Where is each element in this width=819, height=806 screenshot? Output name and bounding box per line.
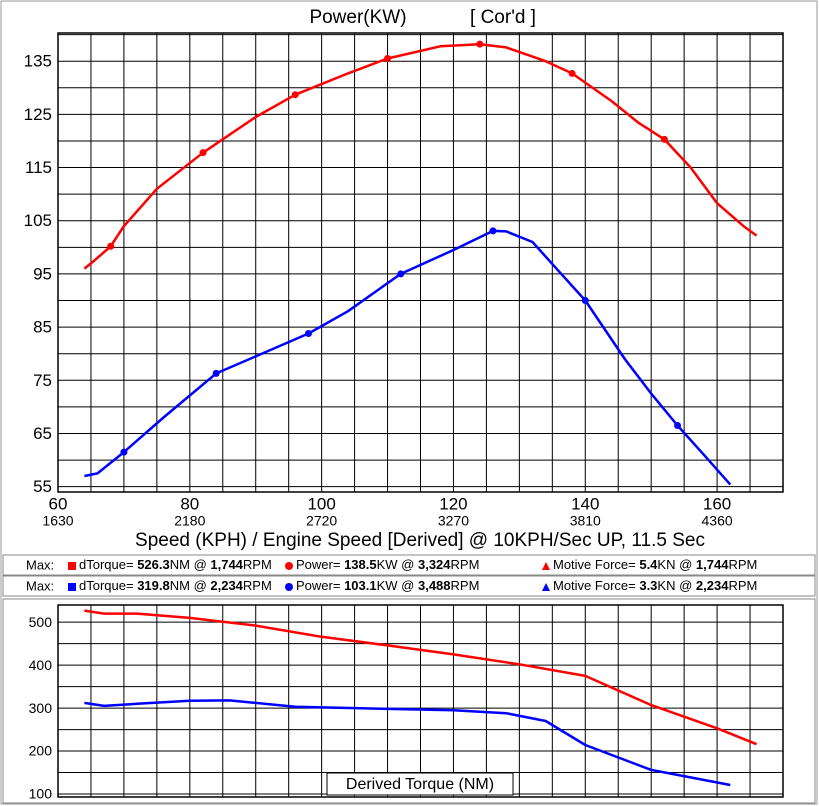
series-marker (120, 448, 128, 456)
y-tick-label: 85 (33, 318, 52, 337)
legend-part: Power= (296, 557, 344, 572)
legend-part: KN @ (657, 578, 695, 593)
legend-part: Power= (296, 578, 344, 593)
legend-part: KW @ (377, 578, 418, 593)
legend-entry: Power= 103.1KW @ 3,488RPM (296, 578, 479, 593)
legend-entry: Motive Force= 3.3KN @ 2,234RPM (553, 578, 757, 593)
series-marker (674, 422, 682, 430)
legend-part: RPM (243, 557, 272, 572)
rpm-tick-label: 2180 (174, 513, 205, 529)
series-marker (384, 55, 392, 63)
legend-part: NM @ (170, 578, 211, 593)
legend-entry: Motive Force= 5.4KN @ 1,744RPM (553, 557, 757, 572)
legend-part: KN @ (657, 557, 695, 572)
legend-part: 2,234 (696, 578, 729, 593)
legend-prefix: Max: (26, 578, 54, 593)
plot-frame (57, 32, 784, 493)
series-marker (660, 135, 668, 143)
legend-part: 3,488 (418, 578, 451, 593)
series-marker (489, 227, 497, 235)
legend-entry: dTorque= 319.8NM @ 2,234RPM (79, 578, 272, 593)
y-tick-label: 400 (29, 657, 53, 673)
axis-label: Derived Torque (NM) (346, 776, 494, 793)
rpm-tick-label: 3270 (438, 513, 469, 529)
axis-label-box (326, 772, 514, 796)
chart-subtitle: [ Cor'd ] (470, 7, 536, 28)
y-tick-label: 95 (33, 264, 52, 283)
chart-title: Power(KW) (309, 7, 406, 28)
legend-part: KW @ (377, 557, 418, 572)
series-line (83, 42, 758, 270)
y-tick-label: 500 (29, 614, 53, 630)
series-marker (581, 297, 589, 305)
legend-part: RPM (728, 578, 757, 593)
x-tick-label: 80 (180, 494, 199, 513)
rpm-tick-label: 4360 (702, 513, 733, 529)
legend-entry: dTorque= 526.3NM @ 1,744RPM (79, 557, 272, 572)
legend-entry: Power= 138.5KW @ 3,324RPM (296, 557, 479, 572)
y-tick-label: 105 (24, 211, 52, 230)
x-tick-label: 140 (571, 494, 599, 513)
y-tick-label: 135 (24, 52, 52, 71)
legend-part: 3.3 (639, 578, 657, 593)
series-line (84, 609, 758, 746)
y-tick-label: 125 (24, 105, 52, 124)
legend-part: dTorque= (79, 557, 137, 572)
series-marker (568, 69, 576, 77)
x-tick-label: 100 (307, 494, 335, 513)
legend-part: NM @ (170, 557, 211, 572)
rpm-tick-label: 3810 (570, 513, 601, 529)
legend-part: RPM (243, 578, 272, 593)
x-tick-label: 60 (49, 494, 68, 513)
legend-part: 319.8 (137, 578, 170, 593)
legend-part: RPM (451, 578, 480, 593)
legend-part: Motive Force= (553, 557, 639, 572)
plot-frame (57, 604, 784, 798)
series-marker (199, 149, 207, 157)
y-tick-label: 55 (33, 477, 52, 496)
rpm-tick-label: 1630 (42, 513, 73, 529)
legend-part: 2,234 (210, 578, 243, 593)
x-tick-label: 120 (439, 494, 467, 513)
series-marker (107, 242, 115, 250)
legend-marker (68, 562, 76, 570)
legend-part: 3,324 (418, 557, 451, 572)
legend-box (2, 554, 816, 576)
x-tick-label: 160 (703, 494, 731, 513)
legend-part: 526.3 (137, 557, 170, 572)
legend-marker (285, 583, 293, 591)
x-axis-label: Speed (KPH) / Engine Speed [Derived] @ 1… (135, 530, 705, 551)
series-line (84, 699, 731, 787)
rpm-tick-label: 2720 (306, 513, 337, 529)
legend-part: 138.5 (344, 557, 377, 572)
series-marker (304, 330, 312, 338)
y-tick-label: 100 (29, 786, 53, 802)
legend-prefix: Max: (26, 557, 54, 572)
series-marker (397, 270, 405, 278)
legend-part: dTorque= (79, 578, 137, 593)
series-marker (291, 91, 299, 99)
legend-part: RPM (728, 557, 757, 572)
series-marker (476, 40, 484, 48)
legend-part: 1,744 (696, 557, 729, 572)
legend-part: RPM (451, 557, 480, 572)
y-tick-label: 300 (29, 700, 53, 716)
legend-part: 1,744 (210, 557, 243, 572)
y-tick-label: 115 (25, 158, 52, 177)
legend-marker (68, 583, 76, 591)
series-line (84, 229, 732, 486)
y-tick-label: 65 (33, 424, 52, 443)
legend-part: 5.4 (639, 557, 658, 572)
y-tick-label: 75 (33, 371, 52, 390)
legend-box (2, 575, 816, 597)
legend-marker (542, 562, 550, 570)
y-tick-label: 200 (29, 743, 53, 759)
legend-part: Motive Force= (553, 578, 639, 593)
legend-part: 103.1 (344, 578, 377, 593)
legend-marker (542, 583, 550, 591)
series-marker (212, 369, 220, 377)
legend-marker (285, 562, 293, 570)
